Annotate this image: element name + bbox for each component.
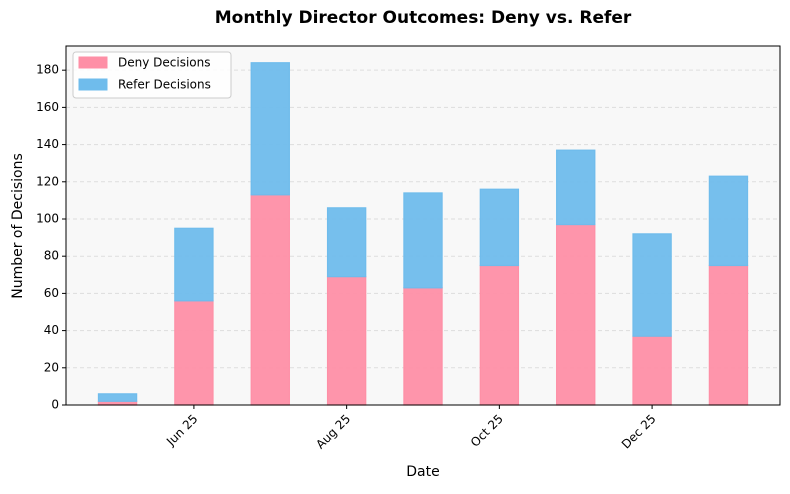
y-tick-label: 180	[36, 63, 59, 77]
y-tick-label: 0	[51, 398, 59, 412]
legend-frame	[72, 51, 232, 99]
bar-segment	[250, 194, 290, 406]
y-tick-label: 160	[36, 100, 59, 114]
y-tick-label: 60	[44, 286, 59, 300]
legend-swatch	[78, 78, 108, 91]
legend-label: Refer Decisions	[118, 78, 211, 92]
legend: Deny Decisions Refer Decisions	[72, 51, 232, 99]
x-tick-label: Jun 25	[163, 412, 200, 449]
bar-segment	[556, 149, 596, 226]
bar-segment	[97, 393, 138, 402]
legend-label: Deny Decisions	[118, 56, 210, 70]
y-tick-label: 80	[44, 249, 59, 263]
x-tick-label: Oct 25	[468, 412, 506, 450]
bar-segment	[403, 287, 443, 406]
bar-segment	[479, 264, 520, 406]
y-tick-label: 140	[36, 137, 59, 151]
y-tick-label: 100	[36, 211, 59, 225]
bar-segment	[174, 227, 214, 302]
bar-segment	[708, 175, 749, 267]
legend-swatch	[78, 56, 108, 69]
bar-segment	[326, 276, 367, 406]
x-tick-label: Aug 25	[313, 412, 353, 452]
plot-frame	[65, 45, 781, 406]
bar-segment	[250, 62, 290, 196]
bar-segment	[556, 223, 596, 406]
x-axis-label: Date	[406, 464, 439, 480]
bar-segment	[632, 233, 672, 337]
bar-segment	[632, 335, 672, 406]
bar-segment	[174, 300, 214, 406]
y-axis-label: Number of Decisions	[10, 153, 26, 299]
x-tick-label: Dec 25	[619, 412, 659, 452]
bar-segment	[403, 192, 443, 289]
bar-segment	[479, 188, 520, 267]
bar-segment	[326, 207, 367, 278]
y-tick-label: 40	[44, 323, 59, 337]
y-tick-label: 20	[44, 360, 59, 374]
chart-title: Monthly Director Outcomes: Deny vs. Refe…	[215, 8, 632, 28]
y-tick-label: 120	[36, 174, 59, 188]
bar-segment	[708, 264, 749, 406]
